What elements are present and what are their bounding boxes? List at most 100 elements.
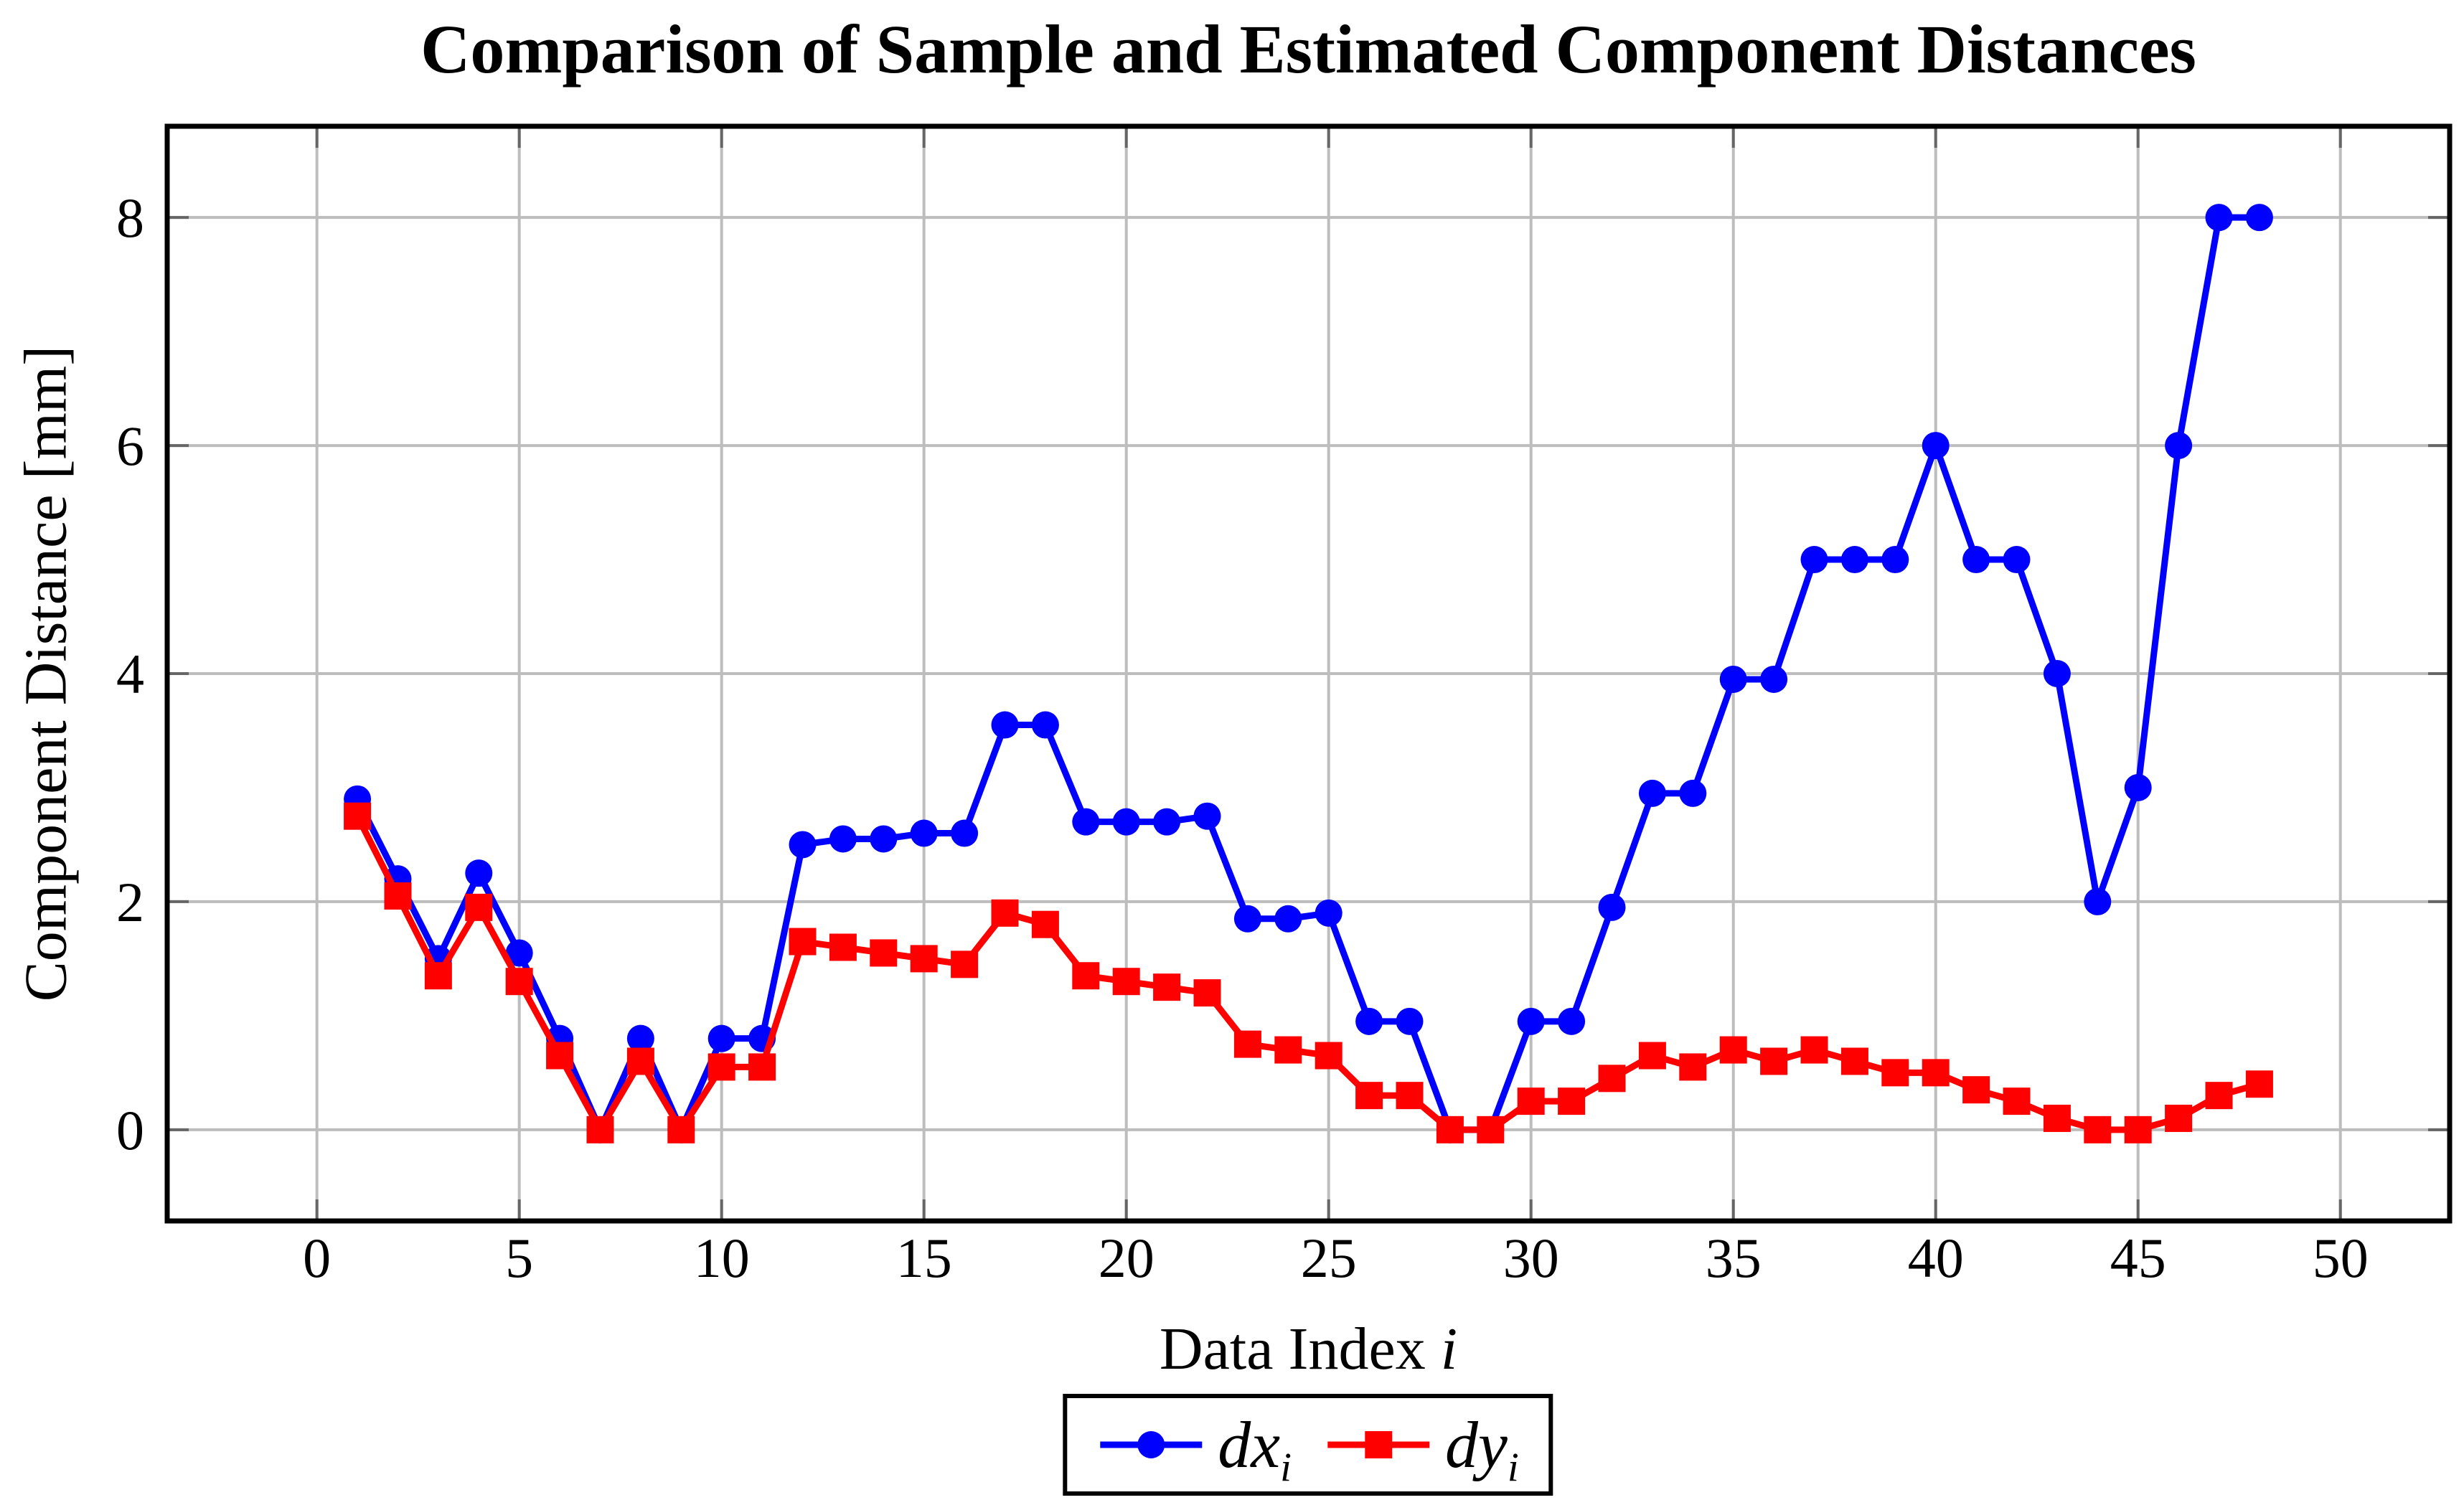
data-point-dy_i bbox=[1840, 1047, 1868, 1075]
data-point-dy_i bbox=[1112, 968, 1140, 996]
data-point-dx_i bbox=[1840, 546, 1868, 574]
data-point-dy_i bbox=[1072, 962, 1100, 990]
data-point-dy_i bbox=[2043, 1104, 2071, 1132]
data-point-dy_i bbox=[667, 1115, 695, 1143]
data-point-dy_i bbox=[1436, 1115, 1464, 1143]
data-point-dx_i bbox=[1760, 665, 1788, 693]
x-tick-label: 20 bbox=[1099, 1227, 1155, 1289]
data-point-dy_i bbox=[1153, 973, 1181, 1001]
data-point-dy_i bbox=[748, 1053, 776, 1081]
legend-label-dy: dyi bbox=[1445, 1408, 1519, 1491]
data-point-dx_i bbox=[1355, 1007, 1383, 1035]
data-point-dx_i bbox=[1112, 808, 1140, 836]
data-point-dx_i bbox=[626, 1024, 654, 1052]
data-point-dy_i bbox=[505, 968, 533, 996]
y-tick-label: 8 bbox=[116, 187, 144, 249]
data-point-dy_i bbox=[465, 893, 493, 921]
y-tick-label: 6 bbox=[116, 415, 144, 477]
y-tick-label: 0 bbox=[116, 1099, 144, 1161]
data-point-dy_i bbox=[1881, 1059, 1909, 1087]
x-tick-label: 35 bbox=[1706, 1227, 1762, 1289]
data-point-dx_i bbox=[1679, 779, 1707, 807]
data-point-dx_i bbox=[1598, 893, 1626, 921]
data-point-dy_i bbox=[546, 1042, 574, 1070]
data-point-dy_i bbox=[1396, 1082, 1424, 1110]
data-point-dy_i bbox=[1800, 1036, 1828, 1064]
data-point-dx_i bbox=[1233, 905, 1261, 933]
legend-dy-square-marker-icon bbox=[1327, 1431, 1429, 1458]
data-point-dy_i bbox=[1274, 1036, 1302, 1064]
data-point-dy_i bbox=[1760, 1047, 1788, 1075]
data-point-dx_i bbox=[2205, 204, 2233, 232]
data-point-dy_i bbox=[2084, 1115, 2112, 1143]
data-point-dy_i bbox=[1679, 1053, 1707, 1081]
y-tick-label: 4 bbox=[116, 643, 144, 705]
data-point-dy_i bbox=[1598, 1065, 1626, 1093]
data-point-dy_i bbox=[2205, 1082, 2233, 1110]
x-axis-label-variable: i bbox=[1440, 1316, 1458, 1382]
data-point-dy_i bbox=[1315, 1042, 1342, 1070]
data-point-dx_i bbox=[1517, 1007, 1545, 1035]
data-point-dx_i bbox=[1881, 546, 1909, 574]
data-point-dy_i bbox=[910, 945, 938, 973]
x-tick-label: 40 bbox=[1908, 1227, 1964, 1289]
data-point-dy_i bbox=[829, 933, 857, 961]
data-point-dy_i bbox=[344, 802, 372, 830]
data-point-dy_i bbox=[870, 939, 898, 967]
legend-item-dx: dxi bbox=[1097, 1408, 1292, 1491]
legend-swatch-shape bbox=[1137, 1431, 1165, 1458]
data-point-dy_i bbox=[2003, 1088, 2031, 1115]
data-point-dx_i bbox=[2165, 432, 2193, 460]
data-point-dx_i bbox=[2084, 887, 2112, 915]
data-point-dy_i bbox=[1355, 1082, 1383, 1110]
data-point-dx_i bbox=[1638, 779, 1666, 807]
data-point-dy_i bbox=[1477, 1115, 1505, 1143]
data-point-dx_i bbox=[910, 819, 938, 847]
data-point-dx_i bbox=[2124, 773, 2152, 801]
x-tick-label: 50 bbox=[2313, 1227, 2369, 1289]
data-point-dx_i bbox=[465, 859, 493, 887]
data-point-dx_i bbox=[1719, 665, 1747, 693]
x-axis-label-text: Data Index bbox=[1159, 1316, 1426, 1382]
data-point-dy_i bbox=[626, 1047, 654, 1075]
legend-box: dxi dyi bbox=[1063, 1394, 1553, 1496]
data-point-dy_i bbox=[1517, 1088, 1545, 1115]
data-point-dx_i bbox=[1558, 1007, 1586, 1035]
x-axis-label: Data Index i bbox=[167, 1314, 2450, 1384]
x-tick-label: 45 bbox=[2110, 1227, 2166, 1289]
legend-swatch-shape bbox=[1365, 1431, 1392, 1458]
data-point-dx_i bbox=[870, 825, 898, 853]
y-axis-label: Component Distance [mm] bbox=[12, 345, 80, 1002]
data-point-dy_i bbox=[586, 1115, 614, 1143]
data-point-dy_i bbox=[991, 899, 1019, 927]
data-point-dy_i bbox=[1233, 1030, 1261, 1058]
data-point-dx_i bbox=[1962, 546, 1990, 574]
x-tick-label: 25 bbox=[1301, 1227, 1357, 1289]
x-tick-label: 10 bbox=[694, 1227, 750, 1289]
data-point-dy_i bbox=[2124, 1115, 2152, 1143]
x-tick-label: 5 bbox=[505, 1227, 533, 1289]
data-point-dx_i bbox=[2245, 204, 2273, 232]
data-point-dy_i bbox=[1638, 1042, 1666, 1070]
y-tick-label: 2 bbox=[116, 871, 144, 933]
legend-label-dx: dxi bbox=[1218, 1408, 1292, 1491]
data-point-dx_i bbox=[1031, 711, 1059, 739]
data-point-dx_i bbox=[2043, 660, 2071, 687]
x-tick-label: 30 bbox=[1503, 1227, 1559, 1289]
data-point-dx_i bbox=[829, 825, 857, 853]
data-point-dy_i bbox=[384, 882, 412, 910]
chart-title: Comparison of Sample and Estimated Compo… bbox=[420, 11, 2196, 88]
data-point-dx_i bbox=[991, 711, 1019, 739]
data-point-dy_i bbox=[1719, 1036, 1747, 1064]
data-point-dy_i bbox=[789, 928, 817, 956]
data-point-dx_i bbox=[1800, 546, 1828, 574]
data-point-dx_i bbox=[1922, 432, 1950, 460]
data-point-dy_i bbox=[1922, 1059, 1950, 1087]
data-point-dx_i bbox=[707, 1024, 735, 1052]
data-point-dy_i bbox=[2245, 1070, 2273, 1098]
data-point-dy_i bbox=[951, 951, 979, 978]
data-point-dx_i bbox=[1153, 808, 1181, 836]
data-point-dx_i bbox=[1193, 802, 1221, 830]
data-point-dy_i bbox=[424, 962, 452, 990]
